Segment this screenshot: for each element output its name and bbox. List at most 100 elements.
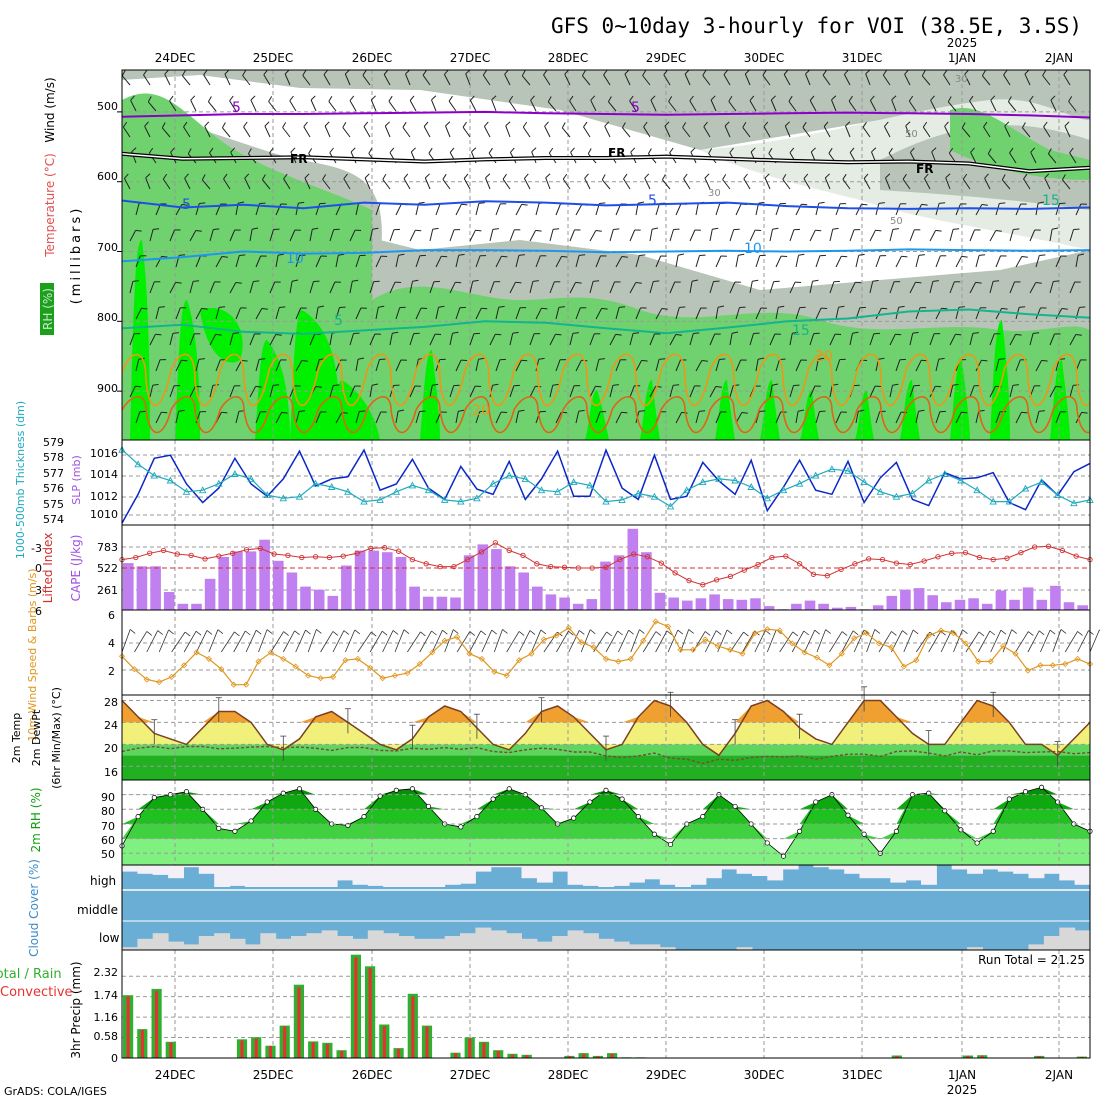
wind-barb-flag <box>642 70 647 76</box>
precip-convective-bar <box>966 1055 970 1058</box>
wind10m-marker <box>863 630 870 637</box>
wind10m-marker <box>615 658 622 665</box>
wind-barb <box>582 75 591 86</box>
cape-tick: 522 <box>97 562 118 575</box>
cloud-low-bar <box>306 933 323 950</box>
wind-barb <box>662 179 671 190</box>
wind-barb-flag <box>253 280 260 282</box>
wind-barb-flag <box>198 358 205 360</box>
cloud-low-bar <box>383 933 400 950</box>
wind-barb-flag <box>708 148 713 154</box>
wind-barb <box>909 333 914 346</box>
wind-barb <box>315 255 322 268</box>
wind-barb <box>463 178 471 190</box>
li-marker <box>326 554 333 561</box>
wind-barb-flag <box>215 333 222 336</box>
li-marker <box>962 549 969 556</box>
wind-barb <box>589 333 595 346</box>
wind-barb-flag <box>728 96 733 102</box>
rh-fill <box>119 784 1093 865</box>
wind-barb <box>855 255 860 268</box>
wind-barb-flag <box>389 147 395 153</box>
li-marker <box>312 554 319 560</box>
wind-barb <box>475 307 482 320</box>
wind-barb <box>655 308 663 320</box>
wind10m-marker <box>888 644 895 651</box>
wind-barb <box>865 73 871 86</box>
wind-barb <box>715 307 719 320</box>
wind-barb <box>710 99 717 112</box>
cloud-high-gap <box>997 865 1014 872</box>
cloud-high-gap <box>444 865 461 885</box>
wind-barb-flag <box>181 70 186 76</box>
cape-bar <box>1022 587 1034 610</box>
wind10m-marker <box>478 655 485 662</box>
thickness-marker <box>892 492 901 500</box>
wind-barb-flag <box>458 409 465 412</box>
wind10m-barb <box>829 631 843 653</box>
cape-bar <box>722 599 734 610</box>
wind-barb-flag <box>891 95 897 101</box>
wind-barb <box>295 203 299 216</box>
wind-barb <box>1009 385 1014 398</box>
wind-barb-flag <box>970 147 975 153</box>
cloud-high-gap <box>429 865 446 887</box>
wind-barb <box>642 75 651 86</box>
wind10m-marker <box>739 650 746 657</box>
wind-barb-flag <box>1019 306 1026 308</box>
wind-barb <box>235 360 243 372</box>
wind-barb-flag <box>1081 411 1088 414</box>
wind-barb-flag <box>935 229 942 232</box>
wind10m-marker <box>590 644 597 651</box>
wind-barb-flag <box>692 279 699 282</box>
wind-barb-flag <box>221 411 228 414</box>
wind-barb-flag <box>203 70 208 76</box>
wind-barb-flag <box>981 70 986 76</box>
wind-barb <box>815 307 822 320</box>
contour-label: FR <box>290 152 307 166</box>
wind-barb <box>655 359 660 372</box>
wind-barb <box>869 385 876 398</box>
wind10m-marker <box>1000 642 1007 650</box>
wind10m-marker <box>404 670 411 677</box>
wind-barb <box>175 360 182 372</box>
cloud-low-bar <box>352 938 369 950</box>
wind-barb <box>164 73 171 86</box>
wind-barb-flag <box>301 360 308 362</box>
wind-barb <box>1029 229 1036 242</box>
wind-barb-flag <box>273 384 280 386</box>
cape-bar <box>136 566 148 610</box>
wind-barb <box>755 307 762 320</box>
wind-barb <box>769 385 773 398</box>
wind-barb <box>529 333 535 346</box>
pressure-tick: 700 <box>97 241 118 254</box>
wind-barb <box>129 333 135 346</box>
wind-barb <box>1069 229 1074 242</box>
wind-tick: 2 <box>108 665 115 678</box>
wind-barb <box>782 179 791 190</box>
li-marker <box>561 564 568 570</box>
wind10m-barb-flag <box>568 630 574 636</box>
precip-legend-convective: Convective <box>0 985 73 1000</box>
wind-barb <box>629 282 637 294</box>
wind-barb <box>635 360 643 372</box>
wind-barb <box>889 385 893 398</box>
wind-barb <box>135 411 141 424</box>
cloud-low-bar <box>214 933 231 950</box>
cape-bar <box>695 598 707 610</box>
cloud-low-bar <box>413 938 430 950</box>
wind-barb-flag <box>122 70 126 77</box>
slp-tick: 1016 <box>90 447 118 460</box>
wind10m-barb <box>1064 631 1078 653</box>
wind-barb <box>875 411 881 424</box>
wind-barb-flag <box>803 173 809 179</box>
wind-barb <box>435 255 442 268</box>
wind-barb-flag <box>233 332 240 334</box>
wind-barb-flag <box>635 282 642 284</box>
wind10m-marker <box>938 627 945 634</box>
upper-air-panel: 5 5 FR FR FR 5 5 10 10 5 15 15 20 20 30 … <box>40 70 1090 440</box>
wind-barb-flag <box>812 279 819 282</box>
wind-barb-flag <box>969 95 974 102</box>
upper-air-ylabels: (millibars) Wind (m/s) Temperature (°C) … <box>40 77 84 335</box>
wind-barb-flag <box>581 70 586 76</box>
